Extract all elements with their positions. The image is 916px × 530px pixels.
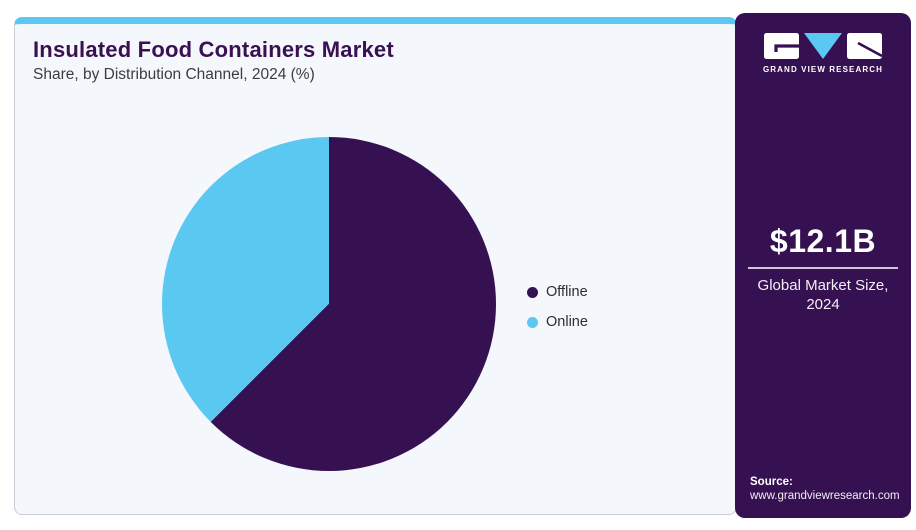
legend-item-online: Online (527, 314, 588, 330)
chart-subtitle: Share, by Distribution Channel, 2024 (%) (33, 66, 315, 83)
legend-swatch-online (527, 316, 538, 328)
gvr-logo-icon (764, 33, 882, 59)
legend-label-online: Online (546, 314, 588, 330)
legend: Offline Online (527, 284, 588, 330)
legend-item-offline: Offline (527, 284, 588, 300)
gvr-logo: GRAND VIEW RESEARCH (735, 33, 911, 74)
market-size-label: Global Market Size, 2024 (757, 277, 889, 313)
pie-chart (162, 137, 496, 471)
source-url: www.grandviewresearch.com (750, 490, 900, 502)
legend-label-offline: Offline (546, 284, 588, 300)
source-label: Source: (750, 476, 793, 488)
chart-title: Insulated Food Containers Market (33, 37, 394, 62)
market-size-block: $12.1B Global Market Size, 2024 (735, 223, 911, 314)
metric-divider (748, 267, 898, 269)
market-size-value: $12.1B (769, 223, 877, 259)
brand-name: GRAND VIEW RESEARCH (762, 65, 884, 74)
brand-sidebar: GRAND VIEW RESEARCH $12.1B Global Market… (735, 13, 911, 518)
chart-header: Insulated Food Containers Market Share, … (33, 37, 394, 84)
legend-swatch-offline (527, 286, 538, 298)
source-block: Source: www.grandviewresearch.com (750, 476, 900, 502)
chart-card: Insulated Food Containers Market Share, … (14, 17, 737, 515)
